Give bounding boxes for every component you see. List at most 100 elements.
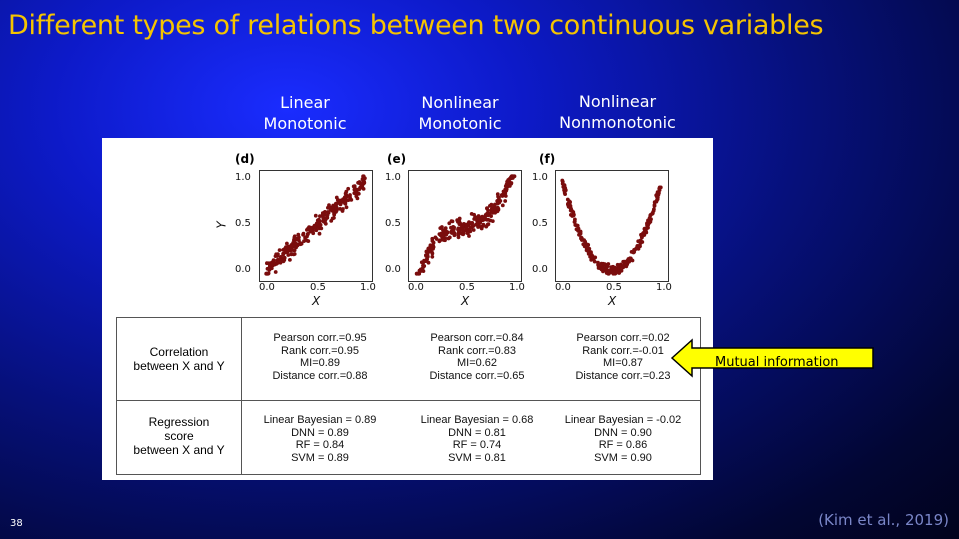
scatter-point [578,229,583,234]
scatter-point [566,204,571,209]
callout-arrow-icon [670,338,874,378]
scatter-point [476,217,481,222]
scatter-point [320,211,325,216]
scatter-point [489,208,494,213]
y-tick: 0.0 [235,264,251,275]
callout-label: Mutual information [715,355,839,370]
cell-line: RF = 0.86 [598,439,648,451]
row-header-correlation: Correlation between X and Y [117,345,241,373]
scatter-points-e [414,174,517,276]
cell-line: Distance corr.=0.23 [575,369,671,382]
scatter-point [596,262,600,267]
scatter-point [449,219,454,223]
scatter-point [495,192,500,197]
cell-line: Rank corr.=-0.01 [582,344,664,357]
scatter-point [425,254,430,259]
table-cell-correlation-e: Pearson corr.=0.84 Rank corr.=0.83 MI=0.… [402,332,552,382]
scatter-plot-d [259,170,373,282]
scatter-point [273,270,278,274]
scatter-point [293,241,298,246]
x-axis-label: X [312,294,321,308]
scatter-point [562,190,567,195]
cell-line: SVM = 0.90 [594,451,652,464]
scatter-point [334,201,338,206]
cell-line: Linear Bayesian = 0.89 [263,414,377,426]
cell-line: Pearson corr.=0.02 [576,332,670,344]
scatter-point [298,241,303,245]
row-header-line: between X and Y [133,359,225,373]
scatter-point [313,213,318,218]
plot-label-f: (f) [539,152,556,166]
scatter-point [589,255,594,260]
scatter-point [479,226,484,231]
cell-line: RF = 0.84 [295,439,345,451]
scatter-point [270,261,274,266]
scatter-point [297,235,301,240]
column-header-line2: Monotonic [418,114,502,133]
scatter-point [602,262,607,266]
scatter-point [354,194,359,199]
scatter-point [606,271,611,276]
scatter-point [604,267,609,272]
scatter-point [570,209,574,213]
scatter-point [444,232,449,237]
scatter-point [430,254,435,259]
cell-line: SVM = 0.81 [448,451,506,464]
column-header-nonlinear-monotonic: Nonlinear Monotonic [405,92,515,134]
cell-line: Linear Bayesian = 0.68 [420,414,534,426]
x-tick: 1.0 [656,282,672,293]
table-cell-regression-e: Linear Bayesian = 0.68 DNN = 0.81 RF = 0… [402,414,552,464]
scatter-point [456,233,461,237]
row-header-line: Regression [148,415,210,429]
scatter-point [506,184,510,188]
scatter-point [613,267,618,271]
scatter-point [640,234,644,238]
scatter-point [327,205,332,210]
scatter-point [600,266,605,271]
scatter-point [469,212,474,216]
scatter-points-d [264,174,367,276]
scatter-point [359,182,364,187]
scatter-point [340,207,345,212]
scatter-point [486,213,490,218]
scatter-point [424,249,429,254]
x-tick: 0.5 [310,282,326,293]
scatter-point [326,210,330,214]
x-tick: 0.0 [408,282,424,293]
scatter-point [593,255,598,260]
cell-line: Pearson corr.=0.84 [430,332,524,344]
scatter-point [428,248,433,253]
column-header-line2: Monotonic [263,114,347,133]
scatter-point [430,236,435,241]
x-tick: 1.0 [509,282,525,293]
scatter-point [637,243,642,248]
scatter-point [490,219,495,223]
scatter-point [277,248,282,252]
y-tick: 0.5 [532,218,548,229]
scatter-point [289,244,294,249]
scatter-point [441,237,445,242]
scatter-point [657,191,661,195]
scatter-point [346,186,351,191]
scatter-point [285,241,289,246]
scatter-point [444,229,449,234]
scatter-point [361,174,365,179]
scatter-point [275,261,279,266]
table-cell-correlation-d: Pearson corr.=0.95 Rank corr.=0.95 MI=0.… [245,332,395,382]
scatter-point [503,194,508,198]
cell-line: RF = 0.74 [452,439,502,451]
scatter-point [654,194,659,199]
scatter-point [610,266,615,271]
scatter-point [575,223,580,228]
scatter-point [493,207,497,212]
scatter-point [611,271,616,276]
scatter-point [615,262,620,267]
y-tick: 0.0 [385,264,401,275]
scatter-point [640,240,645,244]
scatter-plot-f [555,170,669,282]
scatter-point [343,198,348,203]
cell-line: Distance corr.=0.88 [272,369,368,382]
scatter-point [437,239,442,244]
scatter-point [313,225,317,230]
scatter-point [267,264,272,269]
